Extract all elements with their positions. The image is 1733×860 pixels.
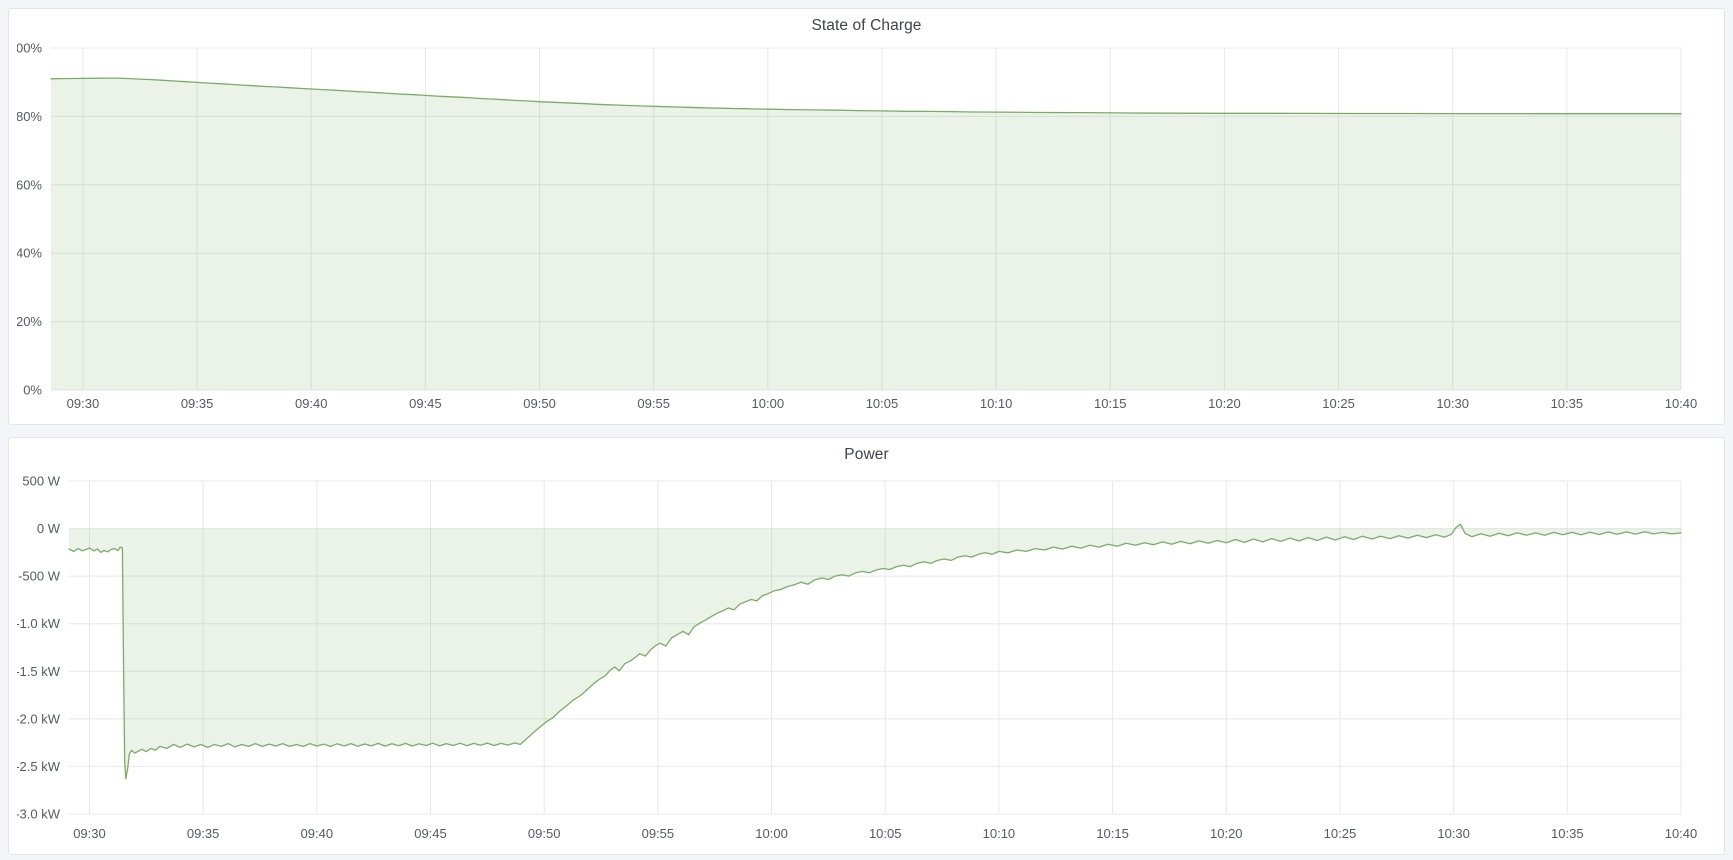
x-tick-label: 10:20 (1208, 396, 1241, 411)
chart-wrap-state-of-charge: 09:30 09:35 09:40 09:45 09:50 09:55 10:00 10:05… (9, 42, 1724, 424)
y-tick-label: -1.5 kW (17, 664, 61, 679)
x-tick-label: 10:10 (980, 396, 1013, 411)
gridlines (69, 480, 1682, 815)
chart-wrap-power: 09:30 09:35 09:40 09:45 09:50 09:55 10:00 10:05… (9, 471, 1724, 855)
gridlines (51, 47, 1682, 391)
x-tick-label: 09:45 (414, 826, 447, 841)
x-tick-label: 10:00 (755, 826, 788, 841)
panel-power: Power 09:30 09:35 09:40 09:45 09:50 09:55 10:0… (8, 437, 1725, 855)
y-tick-label: 0 W (37, 521, 61, 536)
axis-tick-labels: 09:30 09:35 09:40 09:45 09:50 09:55 10:00 10:05… (17, 42, 1697, 411)
x-tick-label: 10:40 (1665, 396, 1698, 411)
x-tick-label: 10:05 (866, 396, 899, 411)
x-tick-label: 10:40 (1665, 826, 1698, 841)
x-tick-label: 10:15 (1094, 396, 1127, 411)
series (50, 77, 1682, 390)
x-tick-label: 09:40 (301, 826, 334, 841)
series-area (69, 524, 1681, 779)
x-tick-label: 10:05 (869, 826, 902, 841)
x-tick-label: 10:30 (1437, 826, 1470, 841)
y-tick-label: 100% (17, 42, 42, 56)
y-tick-label: -3.0 kW (17, 807, 61, 822)
x-tick-label: 10:15 (1096, 826, 1129, 841)
y-tick-label: 60% (17, 177, 42, 192)
y-tick-label: -500 W (18, 569, 61, 584)
y-tick-label: 500 W (22, 474, 60, 489)
x-tick-label: 09:55 (642, 826, 675, 841)
x-tick-label: 09:35 (187, 826, 220, 841)
y-tick-label: -2.5 kW (17, 759, 61, 774)
x-tick-label: 09:50 (528, 826, 561, 841)
x-tick-label: 10:00 (752, 396, 785, 411)
series-line (50, 77, 1682, 115)
y-tick-label: -2.0 kW (17, 711, 61, 726)
series-line (68, 523, 1682, 780)
series-area (51, 78, 1681, 390)
panel-state-of-charge: State of Charge 09:30 09:35 09:40 09:45 09:5… (8, 8, 1725, 425)
x-tick-label: 09:30 (73, 826, 106, 841)
x-tick-label: 09:50 (523, 396, 556, 411)
panel-title-state-of-charge[interactable]: State of Charge (811, 16, 922, 34)
panel-title-power[interactable]: Power (844, 445, 889, 463)
x-tick-label: 10:35 (1551, 396, 1584, 411)
series (68, 523, 1682, 780)
x-tick-label: 10:30 (1436, 396, 1469, 411)
x-tick-label: 10:10 (983, 826, 1016, 841)
axis-tick-labels: 09:30 09:35 09:40 09:45 09:50 09:55 10:00 10:05… (17, 474, 1697, 842)
x-tick-label: 10:25 (1322, 396, 1355, 411)
y-tick-label: -1.0 kW (17, 616, 61, 631)
y-tick-label: 0% (23, 383, 42, 398)
y-tick-label: 40% (17, 246, 42, 261)
y-tick-label: 20% (17, 314, 42, 329)
x-tick-label: 09:55 (637, 396, 670, 411)
chart-canvas-state-of-charge[interactable]: 09:30 09:35 09:40 09:45 09:50 09:55 10:00 10:05… (17, 42, 1716, 424)
x-tick-label: 10:35 (1551, 826, 1584, 841)
x-tick-label: 10:25 (1324, 826, 1357, 841)
x-tick-label: 09:45 (409, 396, 442, 411)
x-tick-label: 10:20 (1210, 826, 1243, 841)
dashboard: State of Charge 09:30 09:35 09:40 09:45 09:5… (8, 8, 1725, 855)
x-tick-label: 09:40 (295, 396, 328, 411)
x-tick-label: 09:35 (181, 396, 214, 411)
chart-canvas-power[interactable]: 09:30 09:35 09:40 09:45 09:50 09:55 10:00 10:05… (17, 471, 1716, 855)
y-tick-label: 80% (17, 109, 42, 124)
x-tick-label: 09:30 (67, 396, 100, 411)
